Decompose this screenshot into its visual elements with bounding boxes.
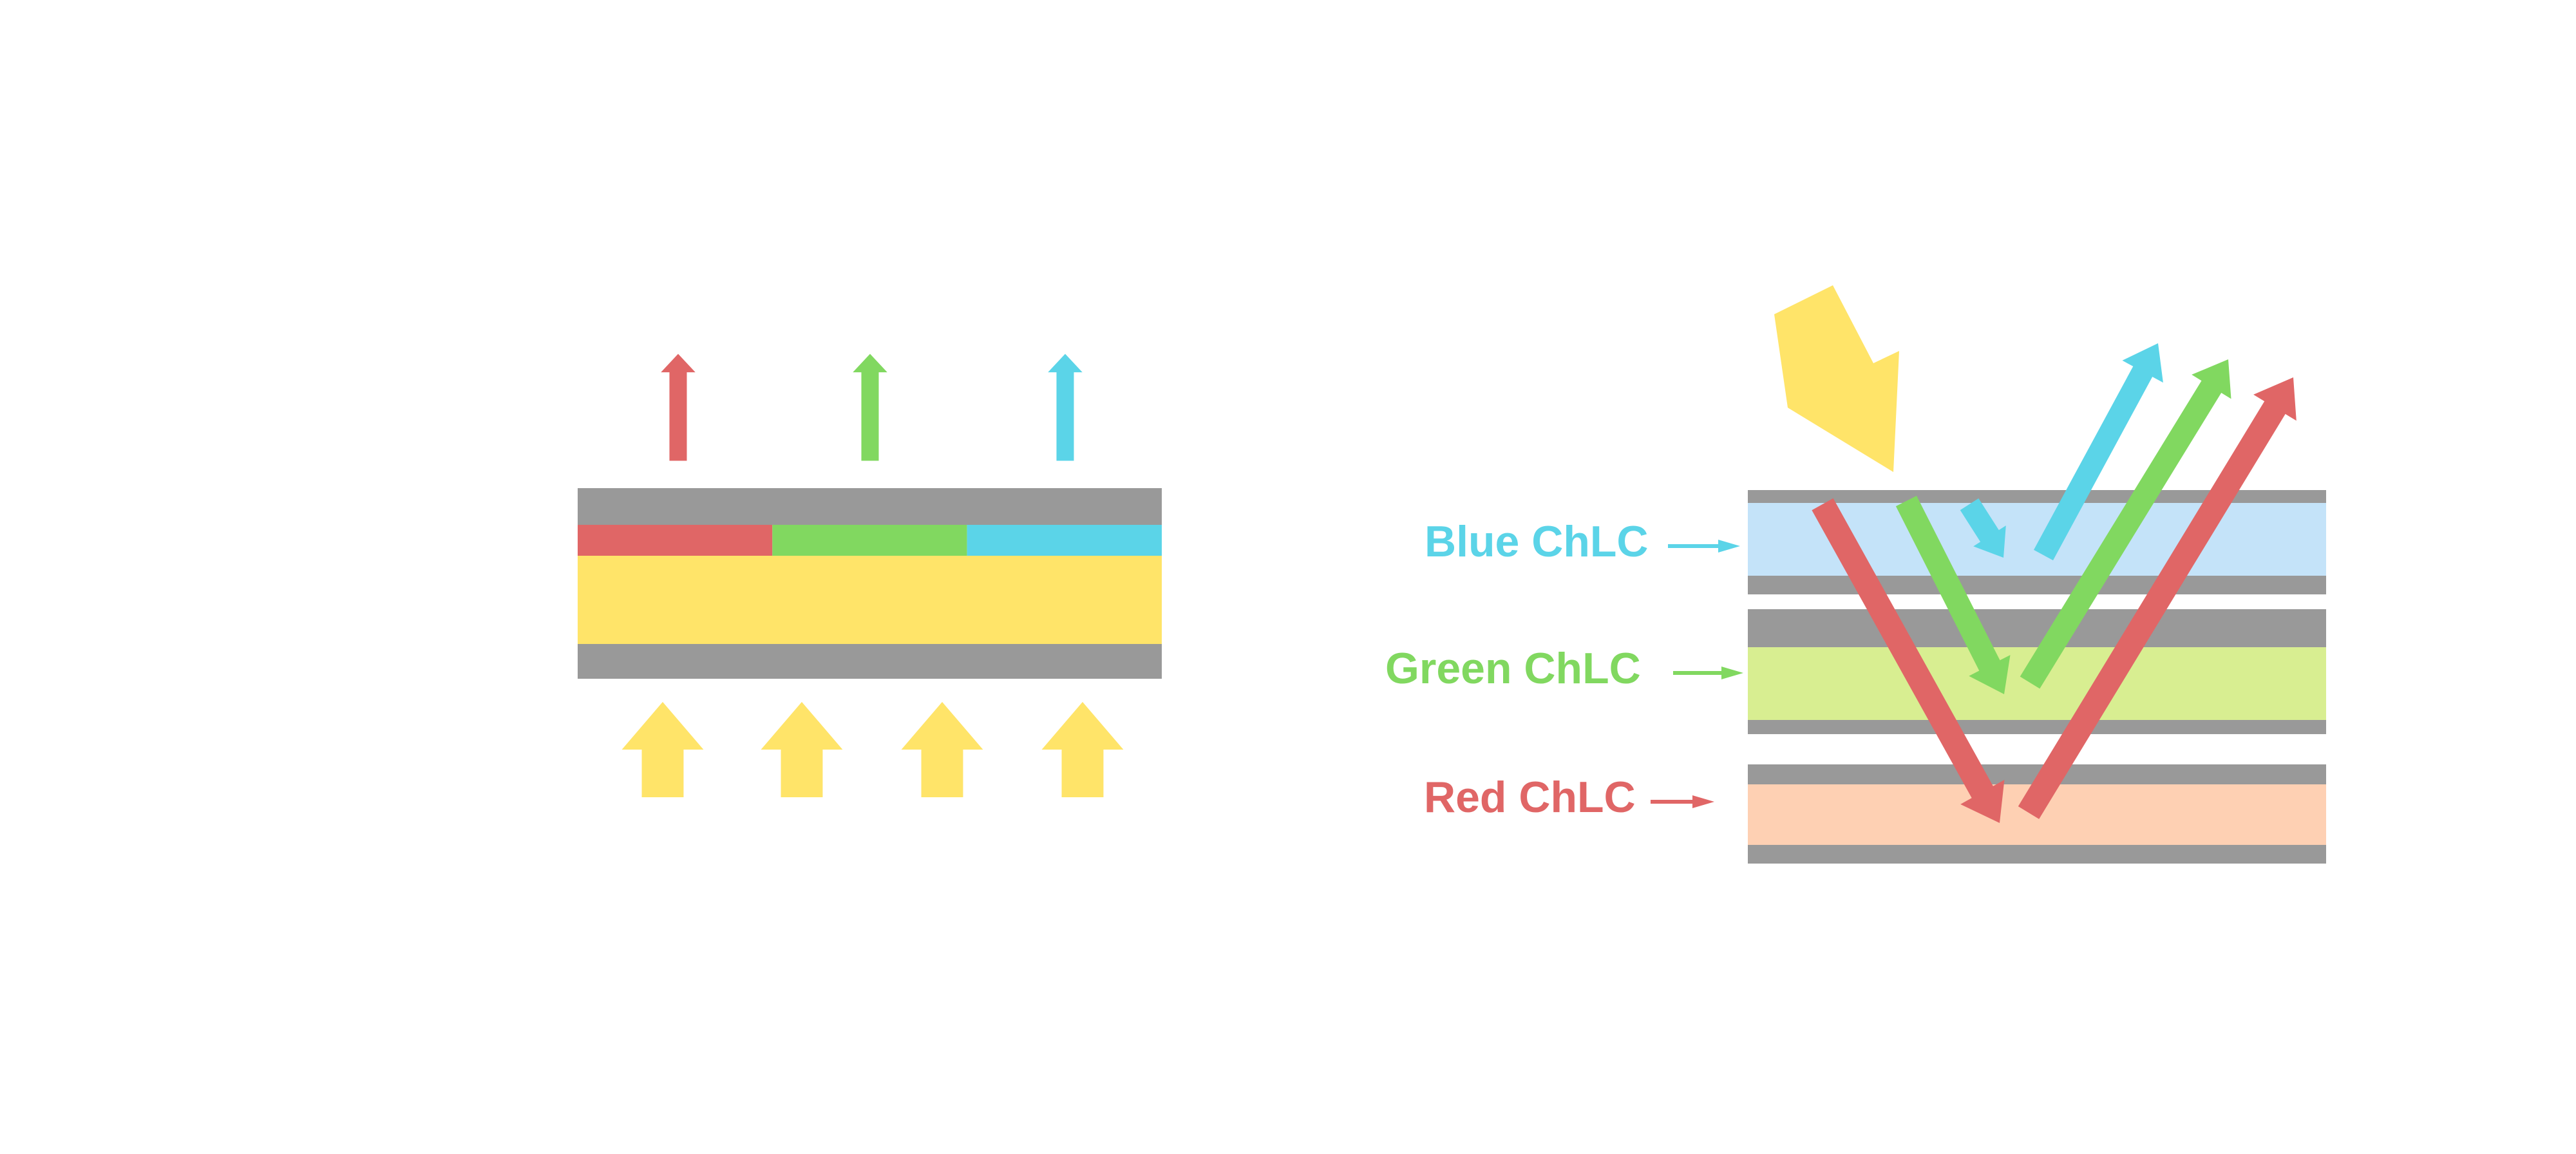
svg-text:Green ChLC: Green ChLC bbox=[1385, 644, 1641, 693]
svg-text:Red ChLC: Red ChLC bbox=[1424, 773, 1636, 822]
svg-text:Blue ChLC: Blue ChLC bbox=[1425, 517, 1649, 566]
